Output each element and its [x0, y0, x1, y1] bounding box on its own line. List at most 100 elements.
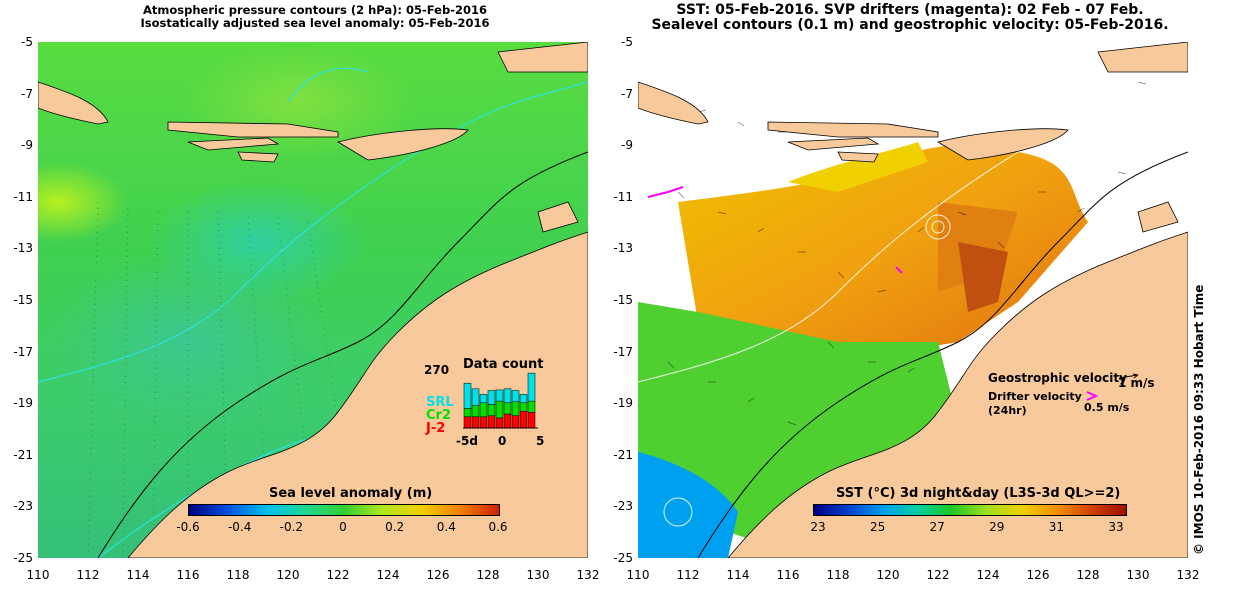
sea-level-anomaly-map: Data count 270 SRL Cr2 J-2 -5d 0 5 Sea l… — [38, 42, 588, 558]
count-bar-srl — [471, 388, 480, 406]
lat-tick-label: -19 — [13, 396, 33, 411]
imos-credit: © IMOS 10-Feb-2016 09:33 Hobart Time — [1192, 284, 1206, 555]
count-bar-cr2 — [479, 402, 488, 418]
colorbar-label: 25 — [869, 520, 886, 534]
lon-tick-label: 118 — [226, 568, 250, 582]
colorbar-label: 33 — [1108, 520, 1124, 534]
drifter-velocity-label-1: Drifter velocity — [988, 390, 1082, 403]
left-colorbar-title: Sea level anomaly (m) — [269, 486, 433, 501]
coast-island — [1137, 201, 1179, 233]
lat-tick-label: -23 — [13, 499, 33, 514]
lon-tick-label: 128 — [476, 568, 500, 582]
sst-cool-region — [638, 452, 738, 558]
coast-island — [537, 201, 579, 233]
flores-island — [787, 137, 880, 151]
count-bar-cr2 — [471, 405, 480, 418]
count-bar-j2 — [471, 416, 480, 429]
count-bar-j2 — [503, 413, 512, 429]
count-bar-j2 — [511, 415, 520, 429]
colorbar-label: -0.4 — [227, 520, 252, 534]
count-x-label-1: -5d — [456, 434, 478, 448]
drifter-velocity-label-2: (24hr) — [988, 404, 1027, 417]
count-bar-srl — [495, 389, 504, 402]
lat-tick-label: -9 — [621, 138, 633, 153]
count-bar-srl — [487, 390, 496, 405]
data-count-chart — [463, 372, 538, 429]
colorbar-label: 31 — [1048, 520, 1065, 534]
lon-tick-label: 114 — [726, 568, 750, 582]
colorbar-label: 29 — [989, 520, 1005, 534]
right-map-title: SST: 05-Feb-2016. SVP drifters (magenta)… — [640, 3, 1180, 33]
count-bar-cr2 — [519, 402, 528, 412]
lon-tick-label: 126 — [1026, 568, 1050, 582]
lat-tick-label: -5 — [621, 35, 633, 49]
sst-hot-patch — [958, 242, 1008, 312]
count-bar-j2 — [495, 417, 504, 429]
lon-tick-label: 124 — [976, 568, 1000, 582]
count-bar-srl — [511, 390, 520, 402]
australia-landmass — [127, 231, 588, 558]
lesser-sunda-islands — [167, 121, 339, 138]
seram-island — [497, 42, 588, 73]
sst-fringe — [788, 142, 928, 192]
count-bar-j2 — [479, 416, 488, 429]
lat-tick-label: -17 — [613, 344, 633, 359]
lon-tick-label: 120 — [276, 568, 300, 582]
lon-tick-label: 124 — [376, 568, 400, 582]
sst-warm-region — [678, 145, 1088, 362]
count-bar-srl — [503, 388, 512, 404]
lat-tick-label: -19 — [613, 396, 633, 411]
lat-tick-label: -9 — [21, 138, 33, 153]
count-bar-srl — [479, 394, 488, 404]
lon-tick-label: 116 — [776, 568, 800, 582]
left-land — [38, 42, 588, 558]
lon-tick-label: 132 — [576, 568, 600, 582]
right-colorbar — [813, 504, 1127, 516]
svp-drifter-track-2 — [895, 266, 903, 274]
colorbar-label: 27 — [929, 520, 945, 534]
count-x-label-2: 0 — [498, 434, 507, 448]
drifter-scale-label: 0.5 m/s — [1084, 401, 1130, 414]
right-land — [638, 42, 1188, 558]
colorbar-label: 0.2 — [385, 520, 405, 534]
legend-srl: SRL — [426, 395, 454, 410]
lat-tick-label: -25 — [13, 551, 33, 565]
flores-island — [187, 137, 280, 151]
sumba-island — [237, 151, 279, 163]
count-bar-cr2 — [463, 408, 472, 418]
geostrophic-vectors — [657, 81, 1147, 426]
lat-tick-label: -15 — [13, 293, 33, 307]
count-x-label-3: 5 — [536, 434, 545, 448]
lat-tick-label: -7 — [21, 86, 33, 101]
right-colorbar-title: SST (°C) 3d night&day (L3S-3d QL>=2) — [836, 486, 1121, 501]
lon-tick-label: 130 — [526, 568, 550, 582]
lat-tick-label: -25 — [613, 551, 633, 565]
lat-tick-label: -7 — [621, 86, 633, 101]
left-colorbar — [188, 504, 500, 516]
lon-tick-label: 120 — [876, 568, 900, 582]
count-bar-j2 — [519, 410, 528, 429]
lon-tick-label: 122 — [926, 568, 950, 582]
count-bar-j2 — [463, 416, 472, 429]
java-island — [38, 81, 109, 125]
count-bar-srl — [463, 382, 472, 409]
lon-tick-label: 126 — [426, 568, 450, 582]
left-title-line1: Atmospheric pressure contours (2 hPa): 0… — [142, 3, 487, 17]
colorbar-label: -0.6 — [176, 520, 200, 534]
lat-tick-label: -11 — [613, 189, 633, 204]
count-bar-cr2 — [503, 402, 512, 415]
count-bar-srl — [519, 394, 528, 404]
seram-island — [1097, 42, 1188, 73]
count-bar-j2 — [487, 415, 496, 429]
legend-cr2: Cr2 — [426, 408, 451, 423]
count-bar-srl — [527, 372, 536, 402]
lon-tick-label: 128 — [1076, 568, 1100, 582]
count-bar-cr2 — [495, 400, 504, 419]
lon-tick-label: 118 — [826, 568, 850, 582]
count-bar-cr2 — [487, 404, 496, 416]
left-title-line2: Isostatically adjusted sea level anomaly… — [140, 16, 490, 30]
geostrophic-scale-arrow-icon — [1118, 373, 1139, 379]
timor-island — [336, 128, 469, 161]
lat-tick-label: -21 — [613, 447, 633, 462]
sst-map: Geostrophic velocity 1 m/s Drifter veloc… — [638, 42, 1188, 558]
